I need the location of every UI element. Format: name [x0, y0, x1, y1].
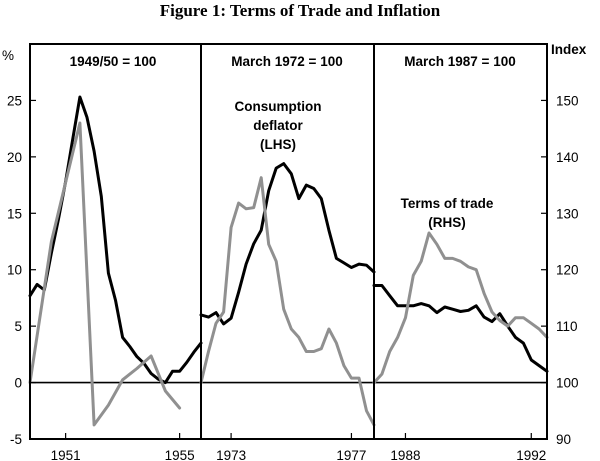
right-axis-tick-label: 90: [556, 432, 571, 447]
x-axis-tick-label: 1988: [390, 448, 420, 461]
right-axis-tick-label: 150: [556, 93, 579, 108]
panel-base-label: 1949/50 = 100: [70, 54, 157, 69]
left-axis-tick-label: 25: [7, 93, 22, 108]
series-layer: [28, 95, 549, 427]
left-axis-tick-label: 0: [14, 376, 22, 391]
chart-title: Figure 1: Terms of Trade and Inflation: [160, 1, 441, 20]
left-axis-tick-label: 5: [14, 319, 22, 334]
series-annotation: (RHS): [428, 215, 466, 230]
label-layer: -5 0 5 10 15 20 25% 90 100 110 120 130 140 150 Index 19…: [2, 42, 587, 461]
left-axis-tick-label: -5: [10, 432, 22, 447]
series-annotation: deflator: [253, 118, 303, 133]
right-axis-tick-label: 110: [556, 319, 578, 334]
terms-of-trade-line: [372, 231, 549, 385]
x-axis-tick-label: 1977: [336, 448, 366, 461]
consumption-deflator-line: [372, 284, 549, 373]
right-axis-tick-label: 100: [556, 376, 579, 391]
right-axis-unit-label: Index: [551, 42, 587, 57]
x-axis-tick-label: 1992: [516, 448, 546, 461]
right-axis-tick-label: 140: [556, 150, 579, 165]
consumption-deflator-line: [28, 95, 203, 385]
terms-of-trade-line: [28, 121, 182, 427]
series-annotation: Terms of trade: [401, 196, 494, 211]
left-axis-tick-label: 15: [7, 206, 22, 221]
series-annotation: (LHS): [260, 137, 296, 152]
consumption-deflator-line: [199, 162, 376, 326]
panel-base-label: March 1987 = 100: [404, 54, 515, 69]
frame-layer: [29, 43, 548, 440]
x-axis-tick-label: 1951: [51, 448, 81, 461]
terms-of-trade-line: [199, 176, 376, 427]
right-axis-tick-label: 120: [556, 263, 579, 278]
series-annotation: Consumption: [235, 99, 322, 114]
x-axis-tick-label: 1973: [216, 448, 246, 461]
left-axis-unit-label: %: [2, 48, 14, 63]
x-axis-tick-label: 1955: [165, 448, 195, 461]
plot-frame: [29, 43, 548, 440]
right-axis-tick-label: 130: [556, 206, 579, 221]
panel-base-label: March 1972 = 100: [231, 54, 342, 69]
left-axis-tick-label: 10: [7, 263, 22, 278]
left-axis-tick-label: 20: [7, 150, 22, 165]
